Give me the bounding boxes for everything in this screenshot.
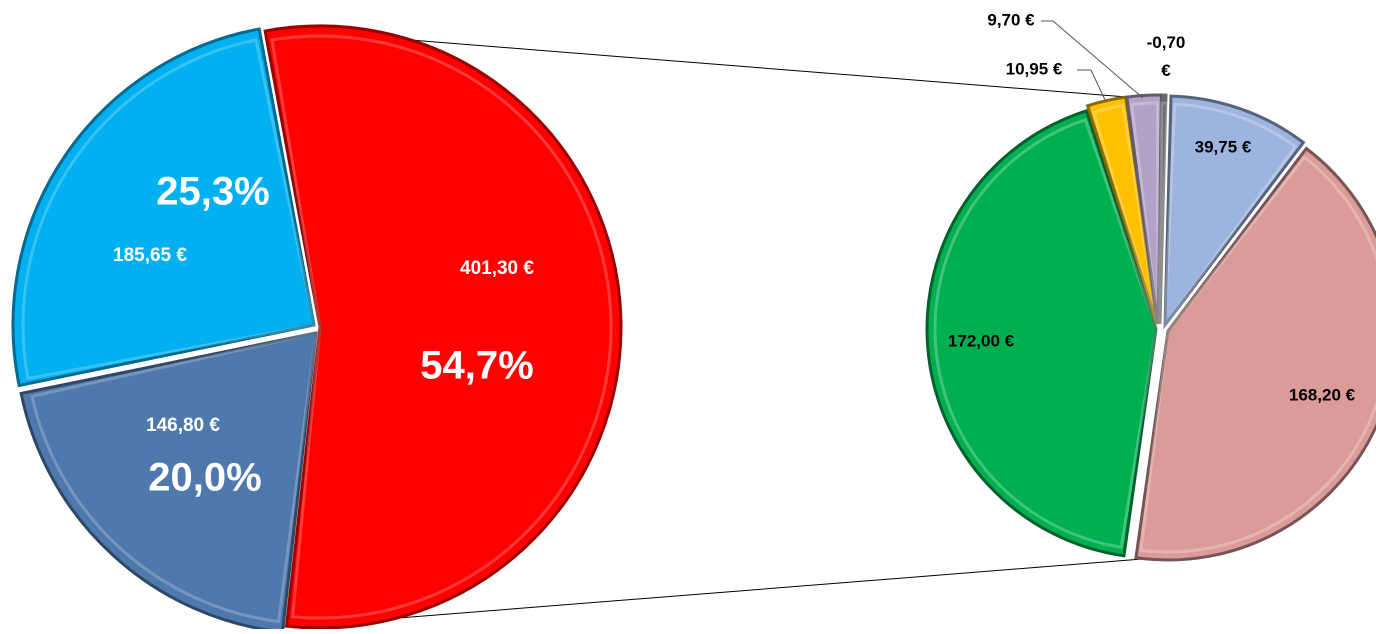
secondary-pie-value-label-1: 168,20 € [1289, 385, 1356, 404]
main-pie-slice-highlight-2 [21, 38, 316, 381]
main-pie-percent-label-0: 54,7% [420, 344, 533, 388]
main-pie-slice-1 [19, 331, 318, 634]
secondary-pie-value-label-0: 39,75 € [1195, 137, 1252, 156]
secondary-pie-slice-5 [1158, 93, 1168, 325]
secondary-pie-value-label-4: 9,70 € [987, 10, 1035, 29]
secondary-pie-slice-highlight-3 [1091, 103, 1159, 325]
main-pie-value-label-0: 401,30 € [460, 258, 534, 279]
main-pie-percent-label-2: 25,3% [156, 170, 269, 214]
secondary-pie-value-label-5: -0,70 € [1147, 33, 1186, 80]
secondary-pie-slice-2 [925, 108, 1158, 558]
connector-line-top [271, 28, 1166, 101]
main-pie-slice-0 [263, 24, 623, 630]
connector-line-bottom [271, 555, 1181, 629]
leader-line-10-95 [1077, 69, 1106, 101]
secondary-pie-slice-0 [1163, 94, 1306, 330]
secondary-pie-slice-highlight-2 [933, 117, 1158, 549]
main-pie-slice-highlight-0 [270, 34, 613, 620]
secondary-pie-slice-highlight-0 [1163, 102, 1298, 330]
secondary-pie-slice-highlight-1 [1139, 155, 1376, 554]
secondary-pie-slice-highlight-5 [1158, 101, 1169, 325]
secondary-pie-value-label-3: 10,95 € [1006, 59, 1063, 78]
secondary-pie-slice-1 [1134, 146, 1376, 562]
secondary-pie-value-label-2: 172,00 € [948, 331, 1015, 350]
main-pie-slice-highlight-1 [30, 331, 318, 624]
main-pie-value-label-1: 146,80 € [146, 415, 220, 436]
secondary-pie-slice-highlight-4 [1130, 101, 1160, 325]
main-pie-percent-label-1: 20,0% [148, 456, 261, 500]
leader-line-9-70 [1041, 20, 1144, 99]
main-pie-value-label-2: 185,65 € [113, 245, 187, 266]
secondary-pie-slice-4 [1125, 93, 1164, 325]
main-pie-slice-2 [11, 27, 316, 388]
